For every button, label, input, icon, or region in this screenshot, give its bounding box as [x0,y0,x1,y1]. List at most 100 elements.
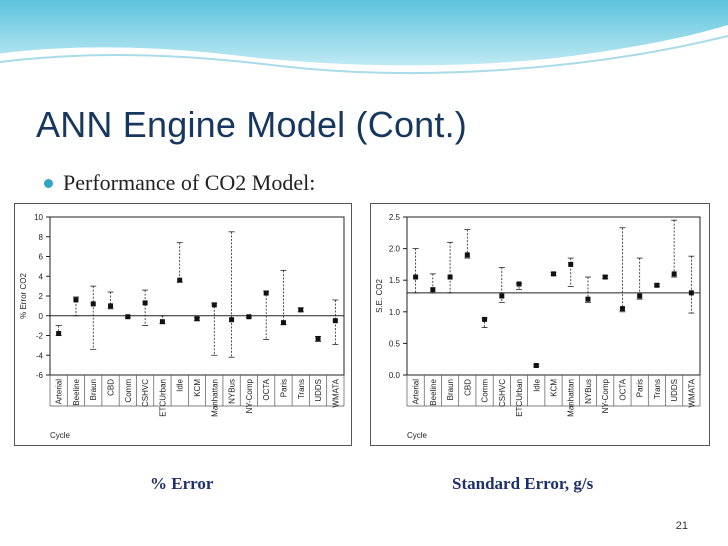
data-point [516,281,522,287]
y-tick-label: 1.5 [389,276,401,285]
y-axis-title: S.E. CO2 [375,279,384,313]
data-point [671,271,677,277]
category-label: Manhattan [210,379,219,417]
data-point [654,282,660,288]
slide-number: 21 [675,520,688,532]
data-point [619,306,625,312]
data-point [602,274,608,280]
data-point [568,261,574,267]
y-tick-label: 6 [39,253,44,262]
data-point [533,363,539,369]
plot-area [406,216,701,376]
category-label: Manhattan [567,379,576,417]
header-wave-decoration [0,0,728,74]
category-label: Paris [279,379,288,397]
caption-standard-error: Standard Error, g/s [452,474,594,493]
category-label: WMATA [331,378,340,407]
category-label: Beeline [429,378,438,405]
category-label: NYBus [228,379,237,404]
data-point [298,307,304,313]
data-point [482,316,488,322]
data-point [263,290,269,296]
error-chart: 10 8 6 4 2 0 -2 -4 -6 Arterial Beeline Braun CBD Comm… [14,203,352,446]
category-label: Comm [124,379,133,403]
category-label: Braun [446,379,455,400]
category-label: Braun [89,379,98,400]
data-point [280,320,286,326]
chart-frame [14,203,352,446]
category-label: Paris [636,379,645,397]
y-tick-label: 2.5 [389,213,401,222]
category-label: OCTA [262,378,271,400]
category-label: Beeline [72,378,81,405]
category-label: WMATA [687,378,696,407]
y-tick-label: 2.0 [389,245,401,254]
data-point [246,314,252,320]
data-point [159,319,165,325]
standard-error-chart: 2.5 2.0 1.5 1.0 0.5 0.0 Arterial Beeline Braun CB… [370,203,710,446]
category-label: KCM [550,379,559,397]
category-label: CBD [463,379,472,396]
data-point [142,300,148,306]
data-point [688,290,694,296]
y-tick-label: -2 [36,332,44,341]
y-tick-label: 2 [39,292,44,301]
y-tick-label: -4 [36,351,44,360]
data-point [56,331,62,337]
category-label: Comm [481,379,490,403]
category-label: ETCUrban [158,379,167,417]
category-label: KCM [193,379,202,397]
category-label: NY-Comp [245,378,254,413]
chart-frame [370,203,710,446]
y-tick-label: 0.0 [389,371,401,380]
category-label: NY-Comp [601,378,610,413]
y-tick-label: 8 [39,233,44,242]
data-point [332,318,338,324]
data-point [211,302,217,308]
category-label: NYBus [584,379,593,404]
data-point [551,271,556,277]
data-point [125,314,131,320]
circle-bullet-icon [44,178,53,188]
data-point [315,335,321,341]
x-axis-title: Cycle [407,431,428,440]
data-point [73,297,79,303]
category-label: Trans [653,379,662,399]
data-point [637,293,643,299]
category-label: CSHVC [141,379,150,407]
category-label: ETCUrban [515,379,524,417]
data-point [177,277,183,283]
bullet-item: Performance of CO2 Model: [44,170,315,196]
data-point [413,274,419,280]
data-point [194,316,200,322]
data-point [90,301,96,307]
category-label: UDDS [670,379,679,402]
data-point [108,303,114,309]
y-tick-label: 1.0 [389,308,401,317]
data-point [430,287,436,293]
y-tick-label: 4 [39,272,44,281]
category-label: Arterial [412,379,421,405]
category-label: CSHVC [498,379,507,407]
y-tick-label: 0 [39,312,44,321]
data-point [464,252,470,258]
data-point [585,296,591,302]
category-label: Idle [532,378,541,391]
category-label: OCTA [618,378,627,400]
category-label: Idle [176,378,185,391]
category-label: CBD [107,379,116,396]
bullet-text: Performance of CO2 Model: [63,170,316,195]
y-axis-title: % Error CO2 [19,273,28,319]
category-label: UDDS [314,379,323,402]
y-tick-label: -6 [36,371,44,380]
y-tick-label: 10 [34,213,43,222]
x-axis-title: Cycle [50,431,71,440]
data-point [499,293,505,299]
y-tick-label: 0.5 [389,339,401,348]
category-label: Trans [297,379,306,399]
category-label: Arterial [55,379,64,405]
caption-error: % Error [150,474,214,493]
slide-title: ANN Engine Model (Cont.) [36,104,467,145]
data-point [229,317,235,323]
data-point [447,274,453,280]
